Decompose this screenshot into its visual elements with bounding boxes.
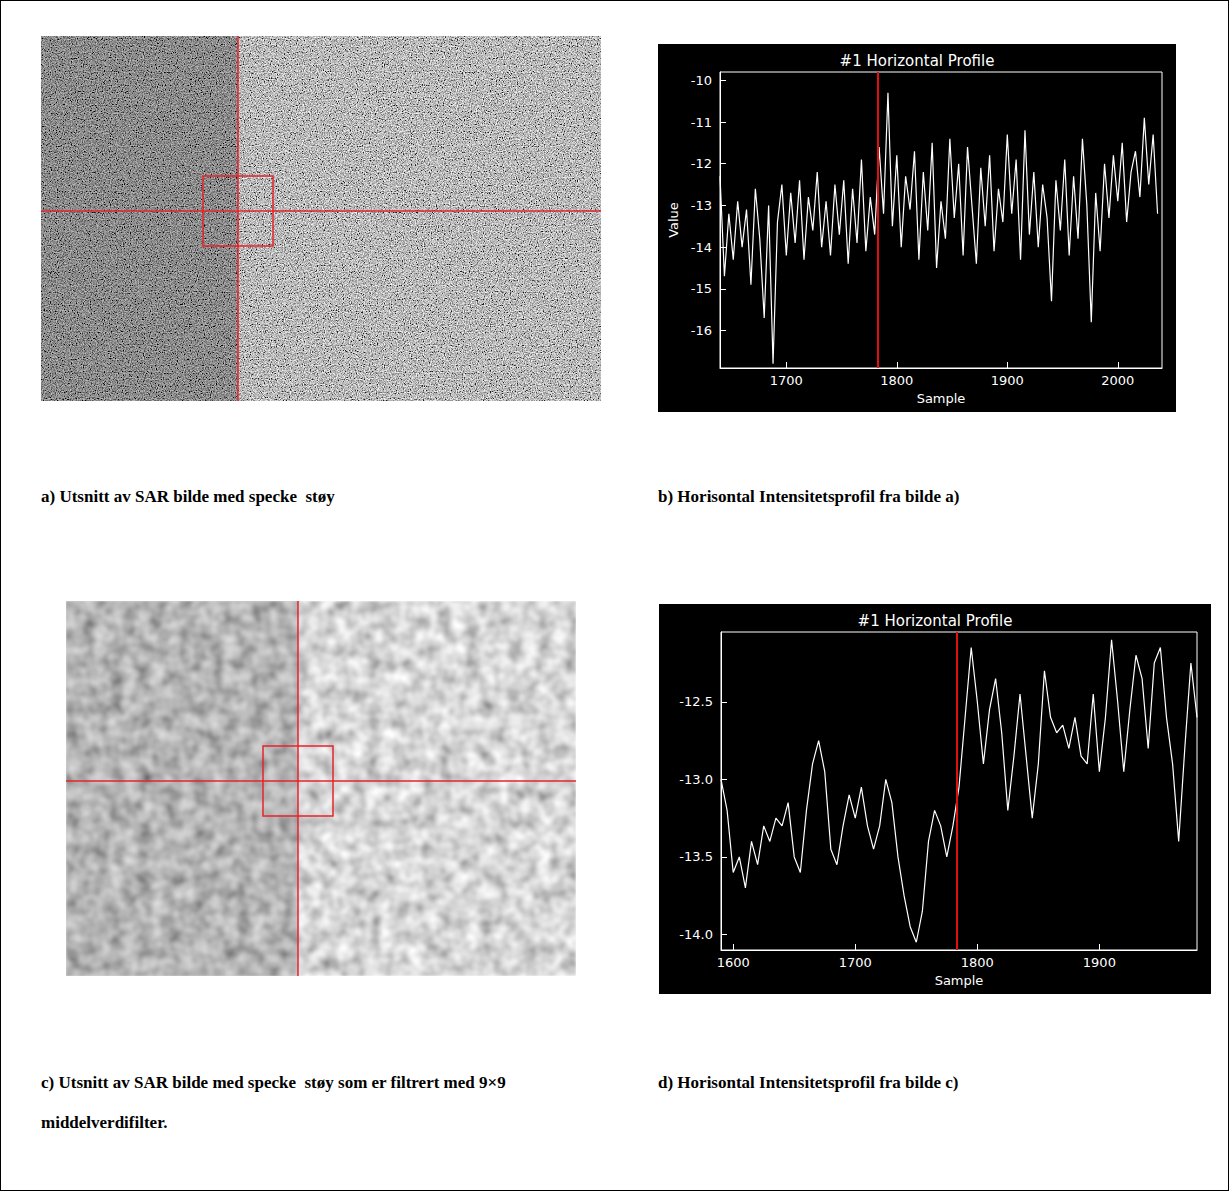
svg-text:1800: 1800 bbox=[880, 373, 913, 388]
html-text:c) Utsnitt av SAR bilde med sp: c) Utsnitt av SAR bilde med specke støy … bbox=[41, 1073, 510, 1132]
svg-text:2000: 2000 bbox=[1101, 373, 1134, 388]
html-text:a) Utsnitt av SAR bilde med sp: a) Utsnitt av SAR bilde med specke støy bbox=[41, 487, 335, 506]
svg-text:-12.5: -12.5 bbox=[679, 694, 713, 709]
svg-text:1700: 1700 bbox=[770, 373, 803, 388]
html-text:b) Horisontal Intensitetsprofi: b) Horisontal Intensitetsprofil fra bild… bbox=[658, 487, 960, 506]
svg-text:#1 Horizontal Profile: #1 Horizontal Profile bbox=[840, 52, 995, 70]
svg-text:-13: -13 bbox=[691, 198, 712, 213]
svg-text:-14.0: -14.0 bbox=[679, 927, 713, 942]
svg-text:-14: -14 bbox=[691, 240, 712, 255]
svg-text:-15: -15 bbox=[691, 281, 712, 296]
svg-text:-13.0: -13.0 bbox=[679, 772, 713, 787]
svg-text:Sample: Sample bbox=[917, 391, 966, 406]
svg-text:-16: -16 bbox=[691, 323, 712, 338]
svg-text:1600: 1600 bbox=[717, 955, 750, 970]
svg-text:-11: -11 bbox=[691, 115, 712, 130]
svg-text:1800: 1800 bbox=[961, 955, 994, 970]
svg-text:-10: -10 bbox=[691, 73, 712, 88]
svg-text:1900: 1900 bbox=[991, 373, 1024, 388]
svg-text:-13.5: -13.5 bbox=[679, 849, 713, 864]
svg-text:#1 Horizontal Profile: #1 Horizontal Profile bbox=[858, 612, 1013, 630]
svg-text:Sample: Sample bbox=[935, 973, 984, 988]
svg-text:Value: Value bbox=[666, 202, 681, 238]
html-text:d) Horisontal Intensitetsprofi: d) Horisontal Intensitetsprofil fra bild… bbox=[658, 1073, 959, 1092]
svg-text:1900: 1900 bbox=[1083, 955, 1116, 970]
svg-text:-12: -12 bbox=[691, 156, 712, 171]
svg-text:1700: 1700 bbox=[839, 955, 872, 970]
